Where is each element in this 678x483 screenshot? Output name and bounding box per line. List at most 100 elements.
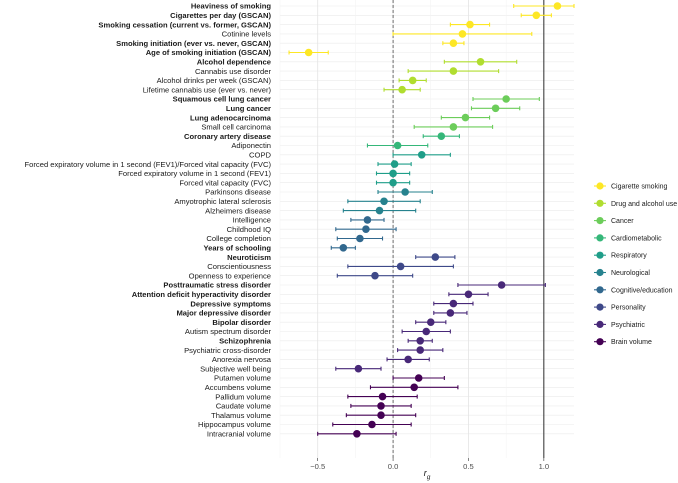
x-tick-label: 0.0 [388,462,399,471]
row-label: Intracranial volume [207,430,271,439]
point-estimate [408,76,417,85]
point-estimate [464,290,473,299]
row-label: Forced expiratory volume in 1 second (FE… [118,169,271,178]
point-estimate [497,281,506,289]
point-estimate [532,11,541,20]
x-axis: −0.5 0.0 0.5 1.0 [310,458,549,471]
row-label: Neuroticism [227,253,271,262]
point-estimate [426,318,435,327]
row-label: Conscientiousness [207,262,271,271]
legend: Cigarette smoking Drug and alcohol use Can… [594,182,677,346]
row-label: Thalamus volume [211,411,271,420]
point-estimate [422,327,431,336]
legend-key-point [596,234,604,242]
point-estimate [390,160,399,168]
legend-label: Brain volume [611,339,652,346]
point-estimate [502,95,510,103]
legend-label: Psychiatric [611,322,645,329]
point-estimate [368,420,376,429]
legend-label: Cognitive/education [611,287,673,294]
point-estimate [371,271,379,280]
point-estimate [304,48,313,57]
row-label: Caudate volume [216,402,271,411]
row-label: Hippocampus volume [198,420,271,429]
point-estimate [449,123,458,131]
point-estimate [339,244,348,252]
point-estimate [354,364,363,373]
row-label: Accumbens volume [205,383,271,392]
data-points [288,2,575,438]
point-estimate [393,141,402,150]
row-label: Posttraumatic stress disorder [163,281,271,290]
row-label: Years of schooling [203,244,271,253]
x-tick-label: −0.5 [310,462,325,471]
x-tick-label: 1.0 [539,462,550,471]
point-estimate [389,178,397,187]
row-label: Heaviness of smoking [191,2,272,11]
point-estimate [389,169,397,178]
row-label: Openness to experience [189,271,271,280]
point-estimate [449,299,458,308]
row-label: Adiponectin [231,141,271,150]
point-estimate [449,67,458,75]
point-estimate [362,225,370,233]
row-label: Autism spectrum disorder [185,327,272,336]
row-label: Alcohol dependence [197,58,271,67]
legend-key-point [596,217,604,225]
legend-key-point [596,338,604,346]
point-estimate [476,58,485,66]
point-estimate [417,151,426,159]
reference-lines [392,0,545,458]
row-label: Forced vital capacity (FVC) [179,178,271,187]
legend-label: Neurological [611,270,650,277]
row-label: College completion [206,234,271,243]
point-estimate [377,411,385,420]
legend-key-point [596,251,604,259]
point-estimate [431,253,440,261]
point-estimate [437,132,446,140]
row-label: Coronary artery disease [184,132,271,141]
row-label: Attention deficit hyperactivity disorder [132,290,271,299]
row-label: Cannabis use disorder [195,67,271,76]
row-label: Depressive symptoms [190,299,271,308]
point-estimate [449,39,458,47]
row-label: Cigarettes per day (GSCAN) [170,11,271,20]
legend-key-point [596,199,604,207]
legend-key-point [596,268,604,277]
point-estimate [356,234,364,243]
point-estimate [446,309,455,317]
row-label: Schizophrenia [219,337,272,346]
x-axis-title: rg [424,468,431,481]
point-estimate [401,188,409,196]
point-estimate [396,262,405,271]
row-label: Intelligence [233,216,271,225]
point-estimate [380,197,388,206]
row-label: Age of smoking initiation (GSCAN) [146,48,272,57]
row-label: Pallidum volume [215,392,271,401]
point-estimate [414,374,423,382]
legend-label: Personality [611,305,646,312]
row-label: Alzheimers disease [205,206,271,215]
row-label: Lifetime cannabis use (ever vs. never) [143,85,272,94]
point-estimate [466,20,474,29]
row-label: Anorexia nervosa [212,355,272,364]
x-tick-label: 0.5 [463,462,474,471]
row-label: Smoking cessation (current vs. former, G… [98,20,271,29]
point-estimate [378,392,387,401]
point-estimate [491,104,500,113]
row-label: Smoking initiation (ever vs. never, GSCA… [116,39,271,48]
legend-label: Cardiometabolic [611,235,662,242]
legend-key-point [596,303,604,311]
point-estimate [398,85,406,94]
row-label: Childhood IQ [227,225,271,234]
point-estimate [375,206,384,215]
point-estimate [461,113,470,122]
row-label: Psychiatric cross-disorder [184,346,271,355]
row-label: Subjective well being [200,364,271,373]
legend-label: Cigarette smoking [611,184,668,191]
row-label: Major depressive disorder [176,309,271,318]
legend-key-point [596,320,604,328]
row-label: Bipolar disorder [212,318,271,327]
